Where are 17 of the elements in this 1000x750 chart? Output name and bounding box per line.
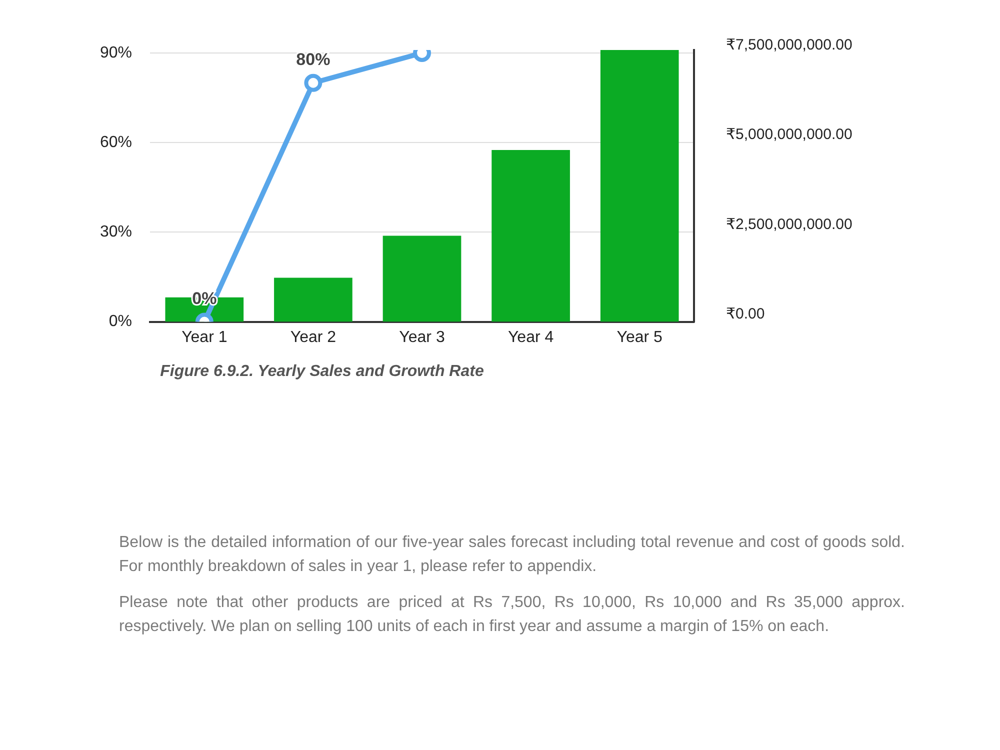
text: Below is the detailed information of our five-year sales forecast including total revenue and cost of goods sold. For monthly breakdown of sales in year 1, please refer to appendix.	[119, 533, 905, 577]
y-tick-label: 60%	[100, 134, 132, 151]
y-tick-label: 0%	[108, 313, 132, 330]
y-tick-label: 30%	[100, 224, 132, 241]
caption: Figure 6.9.2. Yearly Sales and Growth Rate	[159, 363, 485, 381]
y2-tick-label: ₹7,500,000,000.00	[726, 36, 852, 54]
y-tick-label: 90%	[100, 44, 132, 62]
x-tick-label: Year 3	[399, 328, 445, 346]
data-label: 80%	[296, 50, 330, 70]
y2-tick-label: ₹2,500,000,000.00	[726, 216, 852, 233]
x-tick-label: Year 5	[616, 328, 663, 346]
text: Please note that other products are priced at Rs 7,500, Rs 10,000, Rs 10,000 and Rs 35,000 approx. respectively. We plan on selling 100 units of each in first year and assume a margin of 15% on each.	[119, 593, 905, 637]
x-tick-label: Year 2	[290, 328, 336, 346]
x-tick-label: Year 1	[182, 328, 228, 346]
y2-tick-label: ₹0.00	[726, 305, 765, 322]
x-tick-label: Year 4	[508, 328, 554, 346]
y2-tick-label: ₹5,000,000,000.00	[726, 126, 852, 144]
